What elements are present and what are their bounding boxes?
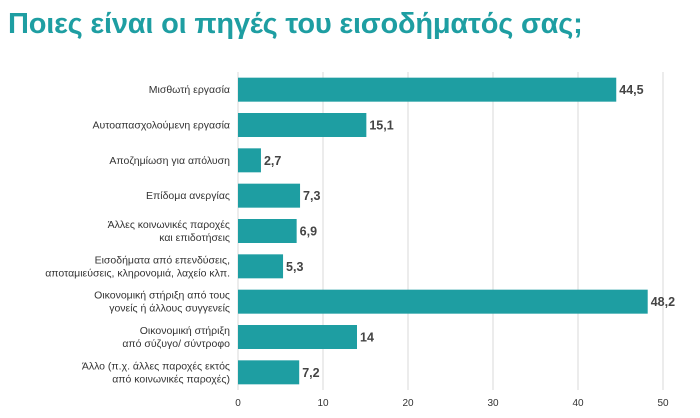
data-label: 6,9	[300, 225, 317, 239]
x-tick-label: 40	[572, 398, 584, 409]
data-label: 2,7	[264, 154, 281, 168]
bar	[238, 113, 367, 137]
x-tick-label: 10	[317, 398, 329, 409]
category-labels: Μισθωτή εργασία Αυτοαπασχολούμενη εργασία…	[45, 84, 230, 385]
category-label: από κοινωνικές παροχές)	[112, 373, 230, 385]
category-label: Άλλο (π.χ. άλλες παροχές εκτός	[82, 360, 230, 372]
bar	[238, 254, 284, 279]
data-label: 15,1	[369, 119, 393, 133]
category-label: Επίδομα ανεργίας	[146, 190, 230, 202]
category-label: Εισοδήματα από επενδύσεις,	[95, 254, 230, 266]
data-label: 7,3	[303, 189, 320, 203]
category-label: Αυτοαπασχολούμενη εργασία	[93, 120, 230, 132]
bar	[238, 219, 297, 243]
category-label: από σύζυγο/ σύντροφο	[122, 338, 230, 350]
category-label: Άλλες κοινωνικές παροχές	[108, 219, 230, 231]
category-label: Οικονομική στήριξη	[140, 325, 230, 337]
category-label: γονείς ή άλλους συγγενείς	[109, 303, 230, 315]
category-label: Οικονομική στήριξη από τους	[94, 290, 230, 302]
bar	[238, 289, 648, 314]
x-tick-label: 0	[235, 398, 241, 409]
category-label: και επιδοτήσεις	[159, 232, 230, 244]
data-label: 14	[360, 331, 374, 345]
x-tick-label: 20	[402, 398, 414, 409]
bar	[238, 360, 300, 385]
bar	[238, 183, 301, 208]
x-tick-label: 50	[657, 398, 669, 409]
data-label: 5,3	[286, 260, 303, 274]
bar	[238, 148, 261, 173]
value-labels: 44,5 15,1 2,7 7,3 6,9 5,3 48,2 14 7,2	[264, 83, 675, 380]
chart-title: Ποιες είναι οι πηγές του εισοδήματός σας…	[8, 8, 583, 40]
data-label: 7,2	[302, 366, 319, 380]
bars	[238, 77, 648, 385]
x-tick-label: 30	[487, 398, 499, 409]
data-label: 48,2	[651, 295, 675, 309]
data-label: 44,5	[619, 83, 643, 97]
x-axis-ticks: 0 10 20 30 40 50	[235, 398, 669, 409]
category-label: Μισθωτή εργασία	[149, 84, 230, 96]
bar	[238, 77, 617, 102]
category-label: αποταμιεύσεις, κληρονομιά, λαχείο κλπ.	[45, 267, 230, 279]
category-label: Αποζημίωση για απόλυση	[109, 155, 230, 167]
bar	[238, 325, 357, 349]
